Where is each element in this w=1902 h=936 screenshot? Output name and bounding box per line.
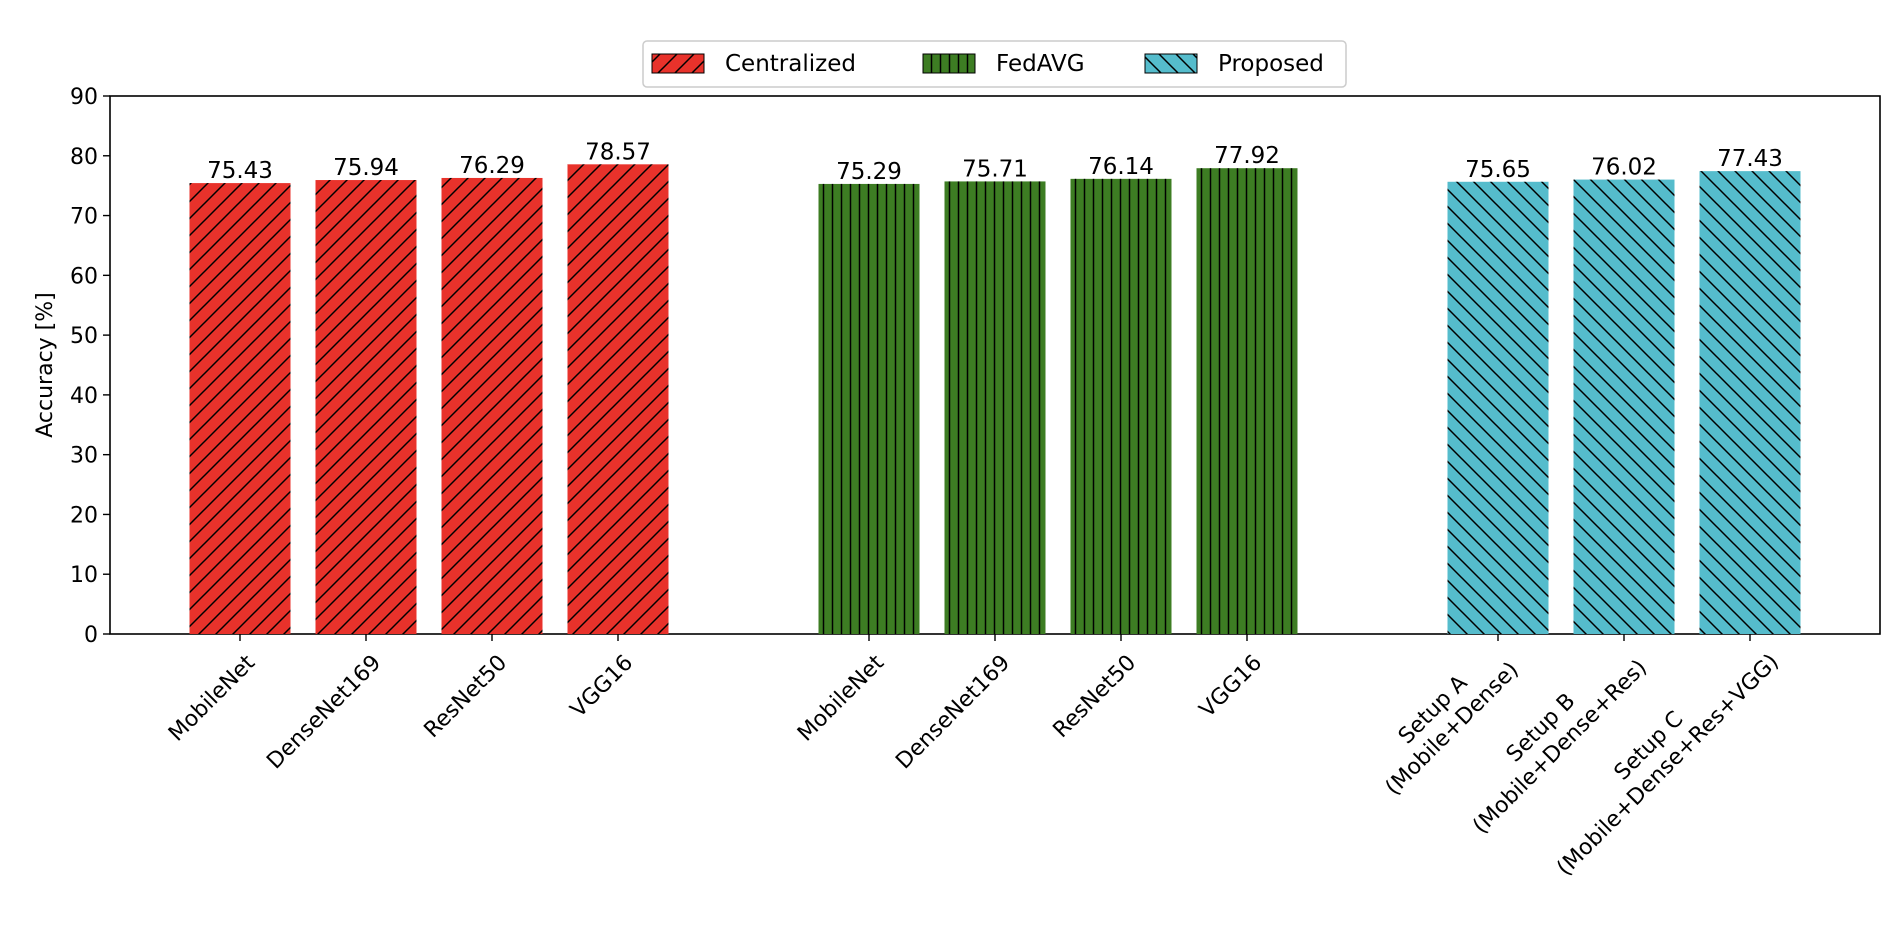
- bar-value-label: 75.43: [207, 158, 273, 184]
- legend-swatch-hatch: [1144, 53, 1198, 74]
- y-tick-label: 0: [84, 623, 98, 648]
- x-tick-label: VGG16: [1195, 650, 1267, 722]
- y-tick-label: 10: [70, 563, 98, 588]
- bar-hatch: [441, 177, 543, 635]
- bar-hatch: [944, 181, 1046, 635]
- x-tick-label: DenseNet169: [891, 650, 1015, 774]
- bar-value-label: 77.43: [1717, 146, 1783, 172]
- bar-value-label: 78.57: [585, 139, 651, 165]
- bar-hatch: [315, 180, 417, 635]
- legend-swatch-hatch: [651, 53, 705, 74]
- bar-hatch: [189, 183, 291, 634]
- x-tick-label: MobileNet: [793, 650, 889, 746]
- legend-box: [642, 40, 1347, 88]
- y-tick-label: 60: [70, 264, 98, 289]
- y-tick-label: 90: [70, 85, 98, 110]
- y-tick-label: 80: [70, 145, 98, 170]
- x-tick-label-line: (Mobile+Dense+Res+VGG): [1552, 649, 1784, 881]
- legend-label: Proposed: [1218, 51, 1324, 77]
- x-tick-label-line: DenseNet169: [262, 650, 386, 774]
- y-axis-title: Accuracy [%]: [33, 292, 58, 438]
- bar-value-label: 75.71: [962, 156, 1028, 182]
- x-tick-label: MobileNet: [164, 650, 260, 746]
- x-tick-label-line: DenseNet169: [891, 650, 1015, 774]
- bar-value-label: 76.02: [1591, 155, 1657, 181]
- x-tick-label: ResNet50: [1049, 650, 1142, 743]
- bar-hatch: [1196, 168, 1298, 635]
- x-tick-label: ResNet50: [420, 650, 513, 743]
- bar-value-label: 75.94: [333, 155, 399, 181]
- x-tick-label-line: ResNet50: [1049, 650, 1142, 743]
- legend-label: FedAVG: [996, 51, 1085, 77]
- bar-hatch: [567, 164, 669, 635]
- x-tick-label: VGG16: [566, 650, 638, 722]
- bar-hatch: [1070, 178, 1172, 635]
- x-tick-label-line: ResNet50: [420, 650, 513, 743]
- x-tick-label-line: VGG16: [566, 650, 638, 722]
- y-tick-label: 70: [70, 205, 98, 230]
- y-tick-label: 30: [70, 444, 98, 469]
- bar-hatch: [1573, 179, 1675, 634]
- bar-hatch: [1699, 171, 1801, 634]
- x-tick-label-line: MobileNet: [164, 650, 260, 746]
- x-tick-label: Setup C(Mobile+Dense+Res+VGG): [1533, 630, 1784, 881]
- bar-value-label: 75.65: [1465, 157, 1531, 183]
- y-tick-label: 20: [70, 503, 98, 528]
- legend-swatch-hatch: [922, 53, 976, 74]
- bar-value-label: 76.29: [459, 153, 525, 179]
- bar-value-label: 76.14: [1088, 154, 1154, 180]
- bar-value-label: 77.92: [1214, 143, 1280, 169]
- plot-area: 0 10 20 30 40 50 60 70 80 90 Accuracy [%] 75.43 Mobi…: [33, 85, 1881, 881]
- bar-hatch: [818, 183, 920, 634]
- x-tick-label: DenseNet169: [262, 650, 386, 774]
- y-tick-label: 50: [70, 324, 98, 349]
- legend: Centralized FedAVG Proposed: [642, 40, 1347, 88]
- x-tick-label: Setup A(Mobile+Dense): [1362, 638, 1524, 800]
- bar-hatch: [1447, 181, 1549, 634]
- bar-value-label: 75.29: [836, 159, 902, 185]
- x-tick-label-line: MobileNet: [793, 650, 889, 746]
- y-tick-label: 40: [70, 384, 98, 409]
- x-tick-label-line: VGG16: [1195, 650, 1267, 722]
- legend-label: Centralized: [725, 51, 856, 77]
